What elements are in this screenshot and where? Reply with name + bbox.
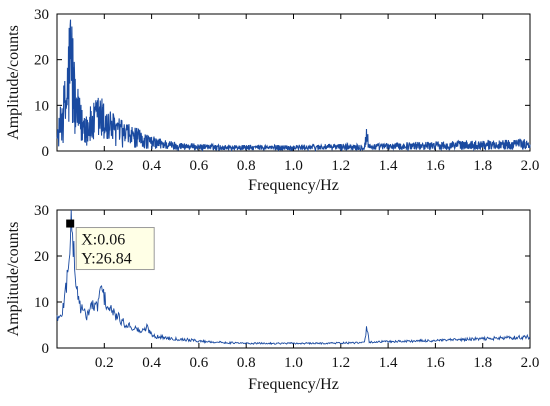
bottom-x-tick-label: 1.2 [331,355,350,371]
bottom-y-tick-label: 20 [34,249,49,265]
top-y-tick-label: 20 [34,53,49,69]
top-y-tick-label: 0 [42,144,50,160]
bottom-x-tick-label: 1.8 [473,355,492,371]
bottom-y-tick-label: 10 [34,295,49,311]
bottom-x-tick-label: 0.4 [142,355,161,371]
bottom-x-tick-label: 0.6 [190,355,209,371]
top-x-tick-label: 0.4 [142,158,161,174]
top-series-line [56,19,531,153]
top-x-tick-label: 1.6 [426,158,445,174]
top-x-axis-ticks: 0.2 0.4 0.6 0.8 1.0 1.2 1.4 1.6 1.8 2.0 [95,14,539,174]
bottom-y-tick-label: 0 [42,341,50,357]
bottom-y-axis-title: Amplitude/counts [5,222,22,337]
bottom-x-tick-label: 1.4 [379,355,398,371]
bottom-x-tick-label: 1.0 [284,355,303,371]
top-y-tick-label: 10 [34,98,49,114]
top-x-tick-label: 1.2 [331,158,350,174]
top-x-tick-label: 0.2 [95,158,114,174]
datatip[interactable]: X:0.06 Y:26.84 [66,219,155,271]
bottom-x-tick-label: 0.8 [237,355,256,371]
top-x-tick-label: 1.8 [473,158,492,174]
bottom-x-tick-label: 0.2 [95,355,114,371]
top-x-axis-title: Frequency/Hz [248,177,339,194]
top-y-axis-title: Amplitude/counts [5,25,22,140]
top-chart-panel: 0 10 20 30 0.2 0.4 0.6 0.8 1.0 1.2 1.4 1.6 1.8 2.0 F… [5,7,539,194]
bottom-x-tick-label: 1.6 [426,355,445,371]
top-y-axis-ticks: 0 10 20 30 [34,7,530,160]
top-series-group [56,19,531,153]
datatip-box [75,227,155,271]
top-x-tick-label: 0.8 [237,158,256,174]
top-x-tick-label: 1.4 [379,158,398,174]
datatip-x-label: X:0.06 [81,232,125,249]
bottom-series-group [56,209,531,346]
datatip-marker[interactable] [66,219,75,228]
bottom-y-axis-ticks: 0 10 20 30 [34,203,530,357]
top-x-tick-label: 1.0 [284,158,303,174]
datatip-y-label: Y:26.84 [81,251,132,268]
bottom-y-tick-label: 30 [34,203,49,219]
bottom-x-axis-ticks: 0.2 0.4 0.6 0.8 1.0 1.2 1.4 1.6 1.8 2.0 [95,210,539,371]
top-y-tick-label: 30 [34,7,49,23]
bottom-series-line [56,209,531,346]
bottom-chart-panel: 0 10 20 30 0.2 0.4 0.6 0.8 1.0 1.2 1.4 1.6 1.8 2.0 F… [5,203,539,393]
top-x-tick-label: 2.0 [521,158,540,174]
bottom-x-tick-label: 2.0 [521,355,540,371]
top-x-tick-label: 0.6 [190,158,209,174]
bottom-x-axis-title: Frequency/Hz [248,376,339,393]
